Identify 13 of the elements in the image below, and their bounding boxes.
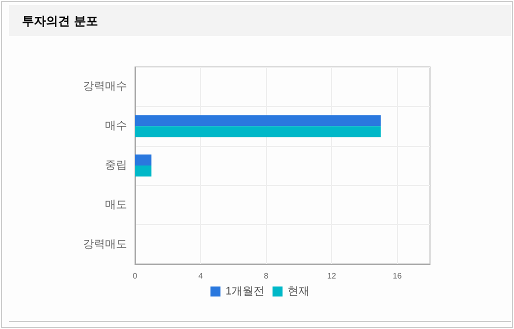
x-tick-label: 8 <box>264 272 269 280</box>
y-tick-label: 중립 <box>105 160 127 172</box>
legend-label: 1개월전 <box>225 286 265 298</box>
y-tick-label: 강력매수 <box>83 80 127 93</box>
y-tick-label: 매도 <box>105 198 127 211</box>
y-tick-label: 매수 <box>105 120 127 132</box>
x-tick-label: 12 <box>327 272 337 280</box>
x-tick-label: 16 <box>392 272 402 280</box>
y-tick-label: 강력매도 <box>83 238 127 250</box>
chart-title: 투자의견 분포 <box>22 13 98 30</box>
x-tick-label: 4 <box>198 272 204 280</box>
x-tick-label: 0 <box>132 272 138 280</box>
legend-label: 현재 <box>288 286 310 298</box>
